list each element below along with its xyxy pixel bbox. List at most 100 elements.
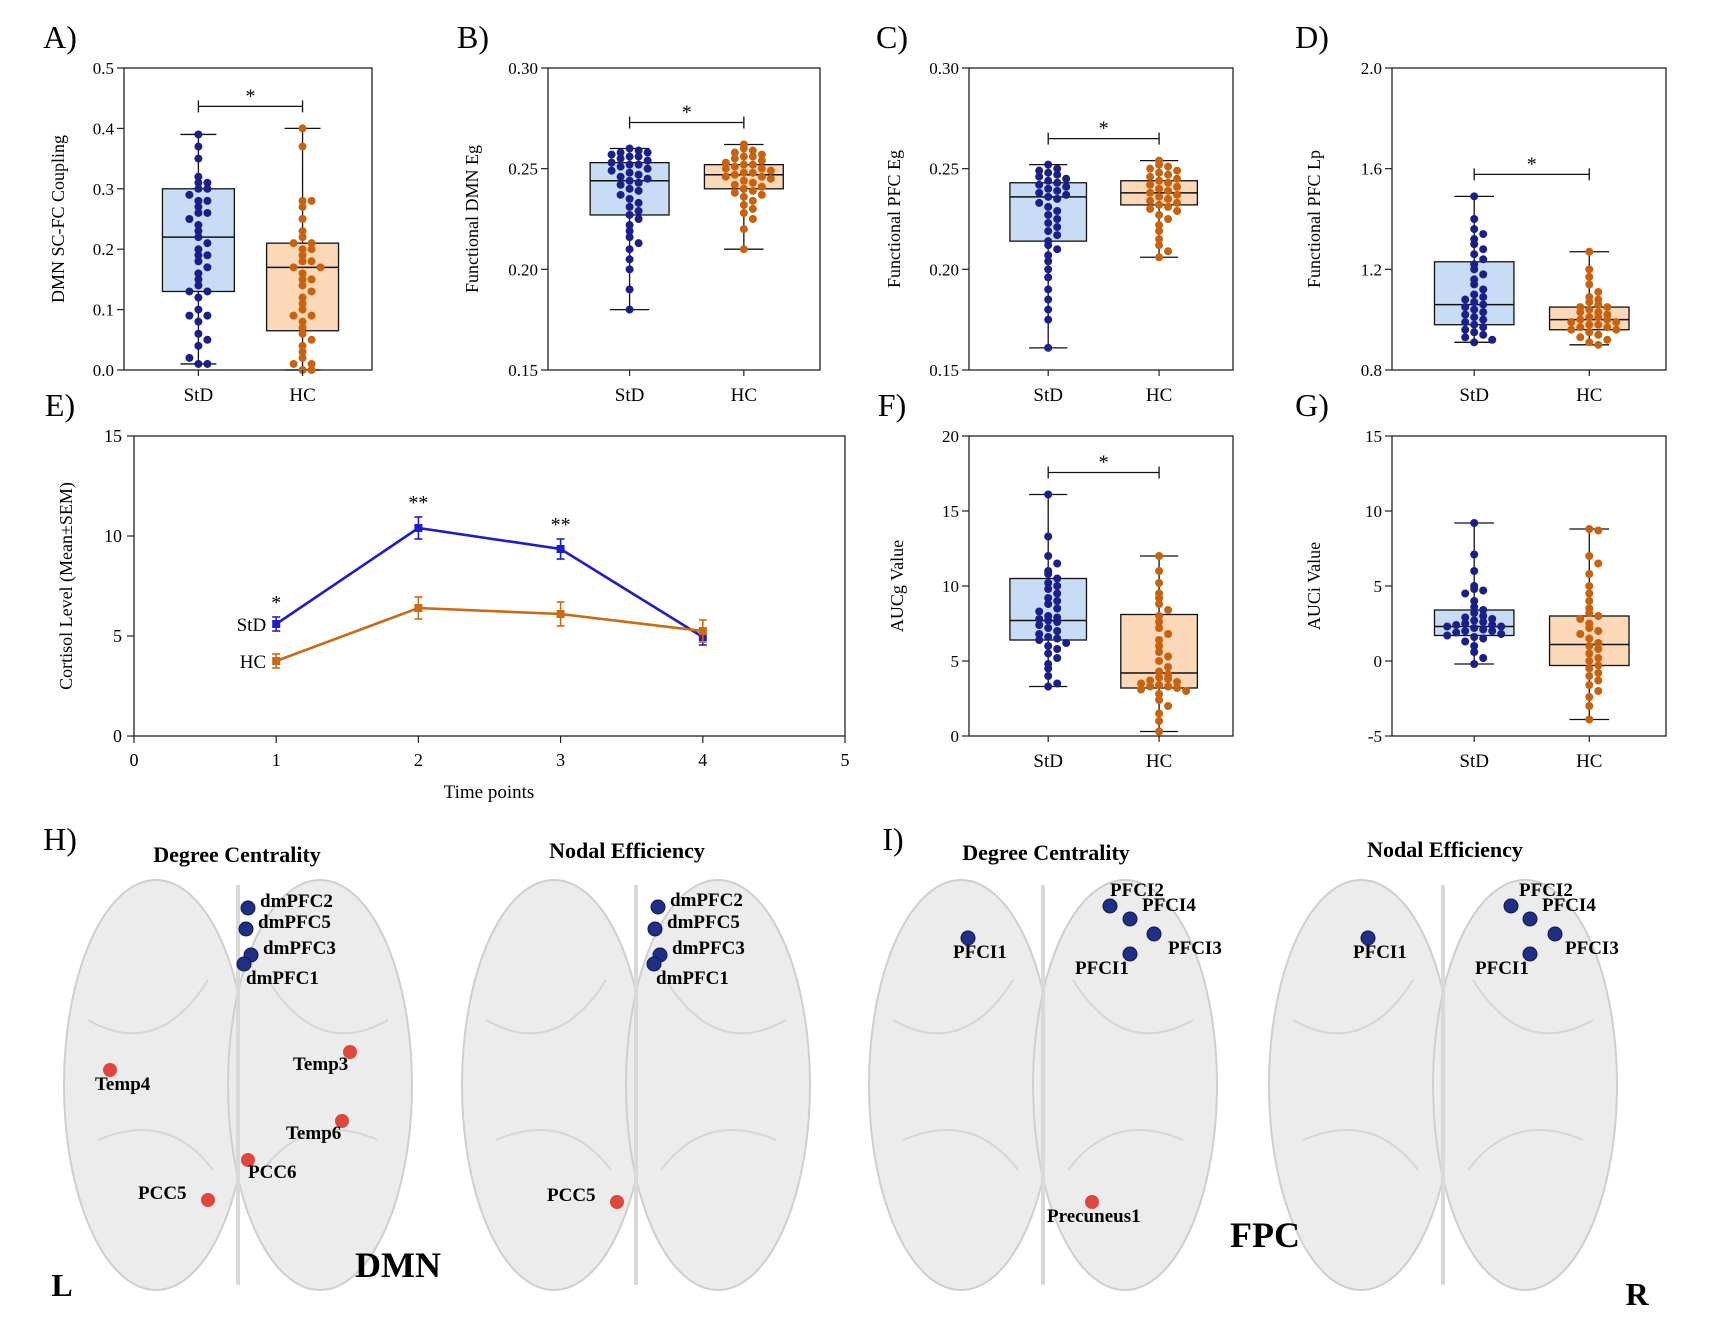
data-point — [634, 152, 643, 161]
data-point — [1585, 582, 1594, 590]
data-point — [1470, 660, 1479, 668]
data-point — [1053, 231, 1062, 240]
data-point — [1173, 684, 1182, 692]
data-point — [289, 239, 298, 248]
node-label: PFCI1 — [1475, 958, 1529, 979]
data-point — [1155, 667, 1164, 676]
data-point — [1479, 654, 1488, 662]
data-point — [1035, 180, 1044, 189]
data-point — [1155, 221, 1164, 230]
data-point — [625, 160, 634, 169]
y-tick-label: 0.20 — [929, 260, 959, 279]
data-point — [1137, 679, 1146, 688]
data-point — [1594, 676, 1603, 685]
data-point — [1567, 318, 1576, 327]
data-point — [1479, 315, 1488, 324]
data-point — [1155, 552, 1164, 560]
x-tick-label: 3 — [556, 750, 565, 770]
view-title: Degree Centrality — [153, 842, 321, 867]
data-point — [1585, 642, 1594, 650]
data-point — [625, 265, 634, 274]
brain-gyri — [87, 979, 389, 1171]
data-point — [1585, 634, 1594, 643]
data-point — [1053, 164, 1062, 173]
data-point — [1470, 290, 1479, 299]
series-line — [275, 606, 703, 663]
data-point — [1612, 318, 1621, 327]
x-tick-label: 2 — [414, 750, 423, 770]
network-node — [201, 1193, 215, 1207]
data-point — [1594, 320, 1603, 329]
panel-label: G) — [1295, 387, 1329, 423]
data-point — [1173, 166, 1182, 175]
network-node — [103, 1063, 117, 1077]
data-point — [1044, 160, 1053, 169]
node-label: PFCI3 — [1168, 938, 1222, 959]
data-point — [643, 174, 652, 183]
x-tick-label: 4 — [698, 750, 707, 770]
data-point — [298, 202, 307, 211]
data-point — [298, 233, 307, 242]
data-point — [1585, 280, 1594, 289]
data-point — [1594, 687, 1603, 695]
data-point — [1155, 642, 1164, 650]
data-point — [1488, 615, 1497, 623]
network-node — [241, 1153, 255, 1167]
y-tick-label: 0.1 — [93, 301, 114, 320]
data-point — [203, 311, 212, 320]
data-point — [1155, 184, 1164, 193]
data-point — [307, 359, 316, 368]
data-point — [748, 204, 757, 213]
y-tick-label: 10 — [942, 577, 959, 596]
data-point — [194, 202, 203, 211]
node-label: PCC6 — [248, 1162, 297, 1183]
y-tick-label: 0.30 — [508, 59, 538, 78]
data-point — [1044, 649, 1053, 658]
significance-marker: ** — [408, 492, 428, 514]
data-point — [194, 208, 203, 217]
data-point — [1053, 654, 1062, 662]
node-label: PFCI4 — [1142, 895, 1196, 916]
series-line — [275, 526, 704, 639]
data-point — [739, 225, 748, 234]
data-point — [298, 293, 307, 302]
network-node — [610, 1195, 624, 1209]
data-point — [194, 184, 203, 193]
x-tick-label: HC — [1146, 751, 1172, 772]
panel-label: F) — [878, 387, 906, 423]
data-point — [1155, 673, 1164, 682]
data-point — [298, 124, 307, 133]
data-point — [1035, 198, 1044, 207]
data-point — [1035, 636, 1044, 644]
data-point — [1035, 621, 1044, 629]
data-point — [607, 166, 616, 175]
y-axis-label: Functional DMN Eg — [462, 145, 482, 293]
data-point — [307, 239, 316, 248]
data-point — [1044, 672, 1053, 680]
line-series-std: StD — [237, 516, 707, 646]
data-point — [625, 152, 634, 161]
y-tick-label: 0.3 — [93, 180, 114, 199]
data-point — [1461, 295, 1470, 304]
x-tick-label: 5 — [841, 750, 850, 770]
network-node — [1085, 1195, 1099, 1209]
plot-frame — [547, 67, 821, 371]
significance-marker: * — [245, 85, 255, 107]
data-point — [748, 152, 757, 161]
y-tick-label: 0.8 — [1361, 361, 1382, 380]
data-point — [1044, 585, 1053, 593]
data-point — [1053, 194, 1062, 203]
x-tick-label: StD — [1033, 385, 1063, 406]
data-point — [1497, 622, 1506, 631]
data-point — [616, 190, 625, 199]
data-point — [194, 251, 203, 260]
data-point — [625, 144, 634, 153]
data-point — [1461, 613, 1470, 622]
data-point — [1585, 328, 1594, 337]
data-point — [634, 170, 643, 179]
data-point — [748, 178, 757, 187]
network-node — [1146, 926, 1162, 942]
box-group-hc — [1120, 156, 1199, 262]
